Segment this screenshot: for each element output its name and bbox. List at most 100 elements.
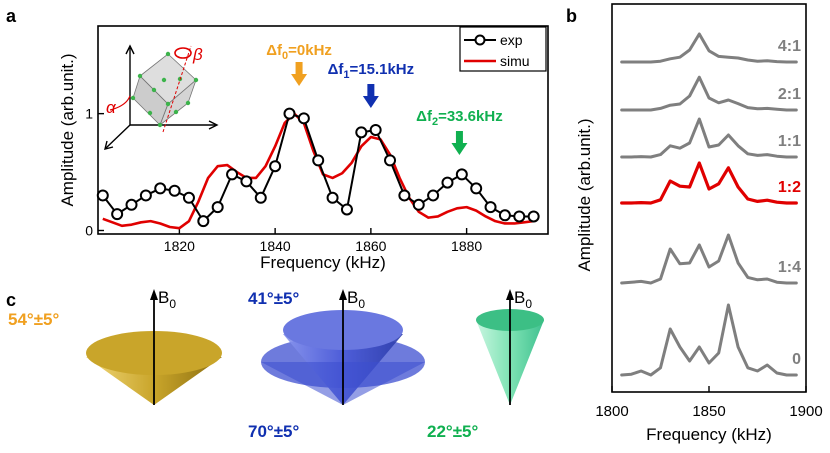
b0-label-2: B0 [347, 288, 365, 311]
exp-point [312, 154, 325, 167]
panel-b-chart: 1800 1850 1900 4:1 2:1 1:1 1:2 1:4 0 Frequency … [575, 3, 823, 444]
legend-box [459, 26, 547, 72]
exp-point [369, 124, 382, 136]
inset-arrow-y [104, 140, 114, 150]
exp-point [470, 182, 483, 195]
panel-a-ylabel: Amplitude (arb.unit.) [58, 53, 77, 206]
stack-series-label: 0 [792, 351, 801, 368]
cone-41-angle-label: 41°±5° [248, 289, 299, 308]
legend: exp simu [459, 26, 547, 72]
b0-label-1: B0 [158, 288, 176, 311]
annotation-label: Δf1=15.1kHz [328, 61, 415, 81]
panel-c-cones: B0 54°±5° B0 41°±5° 70°±5° B0 22°±5° [8, 288, 544, 441]
legend-simu-label: simu [500, 53, 530, 69]
exp-line [101, 112, 534, 223]
exp-point [340, 203, 353, 216]
exp-point [226, 168, 239, 181]
stack-series-label: 1:1 [778, 133, 801, 150]
exp-point [326, 191, 339, 204]
stack-series-label: 4:1 [778, 38, 801, 55]
b0-arrowhead-1 [150, 289, 158, 300]
exp-point [139, 189, 152, 202]
stack-series-line [620, 233, 798, 285]
exp-point [125, 198, 138, 211]
x-tick-label: 1850 [692, 403, 725, 420]
legend-exp-marker [474, 34, 486, 46]
exp-point [484, 201, 497, 214]
panel-label-c: c [6, 290, 16, 310]
exp-point [211, 201, 224, 214]
inset-crystal [130, 51, 199, 128]
simu-line [102, 112, 534, 230]
inset-rotation-beta-icon [174, 47, 192, 59]
annotation-arrow-icon [291, 62, 308, 86]
exp-point [412, 198, 425, 211]
x-tick-label: 1820 [164, 238, 195, 254]
exp-point [455, 168, 468, 181]
exp-point [513, 210, 526, 223]
panel-a-frame [97, 25, 549, 235]
stack-series-label: 1:4 [778, 259, 801, 276]
b0-arrowhead-3 [506, 289, 514, 300]
exp-point [111, 208, 124, 221]
exp-point [498, 209, 511, 222]
x-tick-label: 1880 [451, 238, 482, 254]
annotation-arrow-icon [451, 131, 468, 155]
panel-label-b: b [566, 6, 577, 26]
cone-22-angle-label: 22°±5° [427, 422, 478, 441]
stack-series-label: 1:2 [778, 179, 801, 196]
panel-b-ylabel: Amplitude (arb.unit.) [575, 118, 594, 271]
panel-a-ticks: 1820 1840 1860 1880 0 1 [85, 106, 482, 254]
cone-22: B0 22°±5° [427, 288, 544, 441]
cone-54: B0 54°±5° [8, 288, 222, 405]
inset-alpha-label: α [106, 98, 117, 117]
inset-axis-y [105, 124, 131, 149]
panel-b-xlabel: Frequency (kHz) [646, 425, 772, 444]
inset-c-axis [162, 45, 192, 133]
inset-angle-alpha-arc [109, 95, 131, 111]
y-tick-label: 0 [85, 222, 93, 238]
x-tick-label: 1860 [355, 238, 386, 254]
legend-exp-label: exp [500, 32, 523, 48]
exp-point [283, 107, 296, 120]
b0-arrowhead-2 [339, 289, 347, 300]
panel-a-simu-series [102, 112, 534, 230]
inset-beta-label: β [192, 45, 203, 64]
exp-point [182, 191, 195, 204]
exp-point [398, 189, 411, 202]
stack-series-line [620, 303, 798, 377]
x-tick-label: 1900 [789, 403, 822, 420]
cone-70-angle-label: 70°±5° [248, 422, 299, 441]
cone-54-angle-label: 54°±5° [8, 310, 59, 329]
annotation-label: Δf2=33.6kHz [416, 108, 503, 128]
b0-label-3: B0 [514, 288, 532, 311]
exp-point [384, 154, 397, 167]
annotation-label: Δf0=0kHz [266, 42, 332, 62]
stack-series-line [620, 117, 798, 159]
panel-label-a: a [6, 6, 17, 26]
panel-b-series: 4:1 2:1 1:1 1:2 1:4 0 [620, 32, 801, 377]
stack-series-label: 2:1 [778, 86, 801, 103]
panel-b-ticks: 1800 1850 1900 [595, 386, 823, 420]
exp-point [527, 210, 540, 223]
exp-point [427, 189, 440, 202]
y-tick-label: 1 [85, 106, 93, 122]
exp-point [269, 160, 282, 173]
cone-41-70: B0 41°±5° 70°±5° [248, 288, 425, 441]
inset-diagram: α β [104, 44, 219, 150]
exp-point [240, 175, 253, 188]
panel-a-exp-series [96, 107, 540, 228]
stack-series-line [620, 161, 798, 205]
x-tick-label: 1840 [260, 238, 291, 254]
exp-point [441, 176, 454, 189]
exp-point [355, 126, 368, 139]
exp-point [297, 112, 310, 125]
inset-arrow-x [208, 120, 219, 130]
panel-a-xlabel: Frequency (kHz) [260, 253, 386, 272]
annotation-arrow-icon [362, 84, 379, 108]
x-tick-label: 1800 [595, 403, 628, 420]
exp-point [96, 189, 109, 202]
